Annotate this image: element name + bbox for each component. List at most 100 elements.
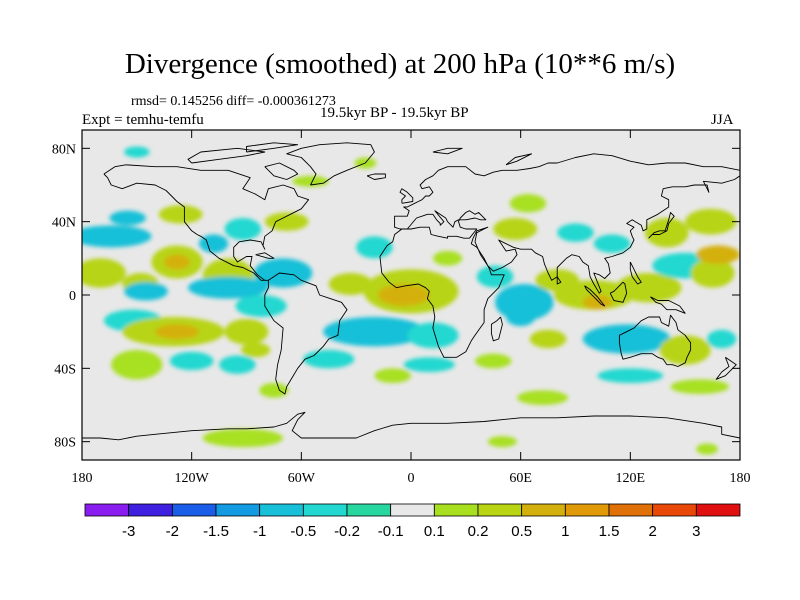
divergence-blob-52: [582, 324, 671, 354]
divergence-blob-44: [644, 218, 689, 248]
divergence-blob-45: [685, 208, 737, 235]
divergence-blob-49: [493, 218, 538, 240]
colorbar-swatch: [302, 503, 348, 517]
divergence-blob-59: [487, 436, 518, 448]
colorbar-swatch: [128, 503, 173, 517]
x-tick-label: 60E: [509, 471, 532, 486]
colorbar-label: 3: [692, 523, 700, 540]
colorbar-swatch: [608, 503, 654, 517]
divergence-blob-14: [235, 295, 287, 317]
coastline-madagascar: [490, 316, 503, 342]
y-tick-label: 40N: [52, 216, 76, 231]
period-label: 19.5kyr BP - 19.5kyr BP: [320, 105, 469, 121]
divergence-blob-28: [323, 317, 426, 347]
x-tick-label: 120W: [175, 471, 210, 486]
divergence-blob-22: [241, 342, 271, 358]
coastline-ellesmere: [246, 142, 299, 153]
divergence-blob-27: [378, 284, 430, 306]
coastline-iceland: [366, 173, 386, 180]
colorbar-swatch: [433, 503, 479, 517]
season-label: JJA: [711, 112, 734, 128]
experiment-label: Expt = temhu-temfu: [82, 112, 204, 128]
y-tick-label: 80S: [54, 436, 76, 451]
divergence-blob-0: [82, 258, 126, 288]
divergence-blob-35: [476, 265, 514, 288]
x-tick-label: 0: [408, 471, 415, 486]
coastline-arctic-islands: [187, 147, 266, 164]
colorbar-swatch: [390, 503, 435, 517]
x-tick-label: 60W: [288, 471, 316, 486]
coastline-north-america: [103, 164, 310, 281]
colorbar-label: -1.5: [203, 523, 229, 540]
coastline-novaya-zemlya: [505, 153, 533, 166]
divergence-blob-30: [303, 350, 355, 369]
divergence-blob-25: [356, 236, 393, 259]
y-tick-label: 40S: [54, 362, 76, 377]
colorbar-swatch: [477, 503, 523, 517]
coastline-new-zealand: [715, 356, 737, 380]
divergence-blob-43: [690, 258, 735, 288]
stats-label: rmsd= 0.145256 diff= -0.000361273: [131, 94, 336, 109]
plot-title: Divergence (smoothed) at 200 hPa (10**6 …: [124, 48, 676, 80]
divergence-blob-54: [707, 329, 737, 349]
divergence-blob-50: [509, 194, 547, 213]
colorbar-swatch: [84, 503, 130, 517]
divergence-blob-8: [224, 218, 262, 240]
divergence-blob-56: [670, 379, 730, 394]
divergence-blob-23: [259, 383, 289, 398]
coastline-britain: [399, 188, 414, 204]
coastline-south-america: [264, 272, 348, 395]
divergence-blob-12: [124, 282, 168, 301]
divergence-blob-10: [264, 212, 309, 231]
colorbar-label: 1: [561, 523, 569, 540]
divergence-blob-6: [109, 210, 146, 226]
colorbar-swatch: [695, 503, 741, 517]
coastline-cuba: [255, 252, 275, 259]
divergence-blob-57: [517, 390, 569, 405]
colorbar-label: 0.5: [511, 523, 532, 540]
colorbar-label: -0.2: [334, 523, 360, 540]
coastline-sumatra: [584, 285, 606, 307]
colorbar-label: 0.1: [424, 523, 445, 540]
colorbar-label: -1: [253, 523, 266, 540]
coastline-afro-eurasia: [379, 153, 740, 358]
coastline-antarctica: [82, 411, 740, 441]
colorbar-label: 1.5: [599, 523, 620, 540]
x-tick-label: 180: [72, 471, 93, 486]
divergence-blob-19: [111, 350, 163, 380]
divergence-blob-39: [553, 280, 634, 310]
coastlines: [82, 142, 740, 441]
colorbar-label: -2: [166, 523, 179, 540]
coastline-sri-lanka: [556, 276, 562, 285]
divergence-blob-32: [474, 353, 512, 369]
divergence-blob-24: [328, 273, 373, 295]
colorbar-swatch: [564, 503, 610, 517]
divergence-blob-51: [529, 329, 567, 349]
coastline-new-guinea: [650, 296, 686, 314]
colorbar-swatch: [346, 503, 392, 517]
coastline-svalbard: [432, 147, 463, 155]
colorbar-label: 2: [648, 523, 656, 540]
divergence-blob-33: [374, 368, 411, 383]
colorbar-swatch: [259, 503, 304, 517]
y-tick-label: 0: [69, 289, 76, 304]
divergence-blob-11: [188, 276, 269, 299]
coastline-greenland: [286, 142, 375, 186]
divergence-blob-7: [158, 205, 203, 224]
divergence-blob-18: [224, 318, 269, 345]
divergence-blob-20: [169, 351, 214, 371]
x-tick-label: 180: [730, 471, 751, 486]
coastline-japan: [648, 212, 675, 239]
divergence-blob-53: [659, 335, 711, 365]
divergence-blob-29: [407, 322, 459, 349]
divergence-blob-58: [202, 428, 284, 448]
x-tick-label: 120E: [616, 471, 646, 486]
colorbar-swatch: [652, 503, 697, 517]
colorbar: -3 -2 -1.5 -1 -0.5 -0.2 -0.1 0.1 0.2 0.5 1 1.5 2 3: [84, 503, 741, 540]
divergence-blob-3: [164, 254, 190, 270]
divergence-blob-41: [615, 273, 682, 303]
divergence-blob-47: [593, 234, 631, 253]
divergence-blob-34: [432, 251, 463, 266]
divergence-blob-5: [82, 225, 152, 248]
